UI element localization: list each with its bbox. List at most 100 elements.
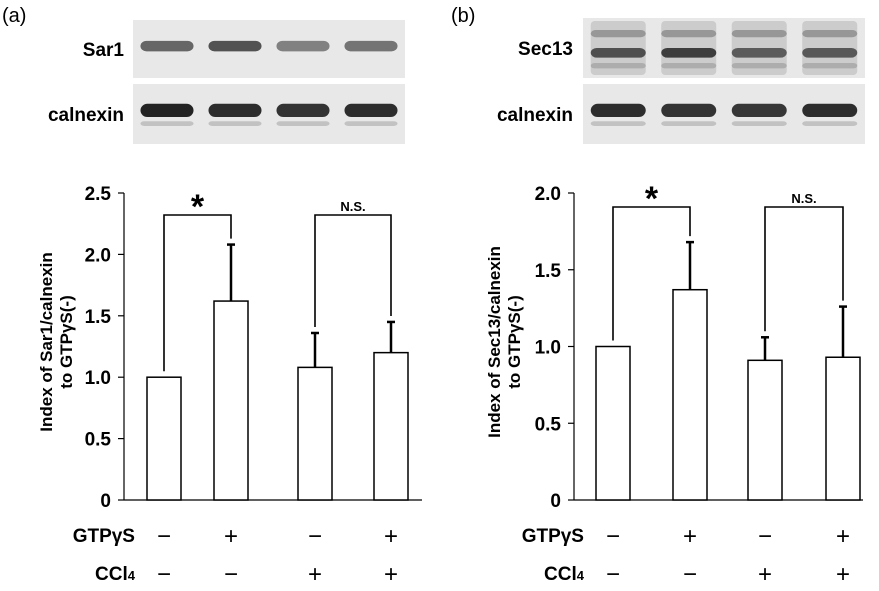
blot-band: [731, 30, 787, 38]
condition-label: CCl4: [544, 564, 585, 585]
y-tick-label: 1.5: [535, 261, 562, 282]
condition-symbol: +: [384, 523, 398, 550]
condition-symbol: +: [384, 561, 398, 588]
blot-band: [661, 30, 717, 38]
bar: [672, 288, 708, 501]
significance-bracket: [764, 206, 844, 332]
condition-label: GTPγS: [73, 526, 135, 547]
y-tick-label: 1.5: [85, 307, 112, 328]
blot-band: [802, 103, 858, 117]
blot-band: [661, 48, 717, 58]
blot-band: [276, 121, 330, 126]
blot-label: calnexin: [497, 105, 573, 126]
y-tick-label: 0.5: [85, 430, 112, 451]
condition-symbol: +: [836, 523, 850, 550]
significance-bracket: [314, 214, 392, 327]
blot-band: [140, 121, 194, 126]
panel-a: (a) Sar1 calnexin 0 0.5 1.0 1.5 2.0 2.5 Index of …: [2, 5, 422, 588]
significance-label: N.S.: [791, 191, 816, 206]
blot-band: [344, 121, 398, 126]
y-axis-label-line: Index of Sar1/calnexin: [37, 252, 56, 432]
bar: [297, 366, 333, 501]
blot-band: [590, 103, 646, 117]
y-axis-label-line: Index of Sec13/calnexin: [485, 246, 504, 438]
y-tick-label: 1.0: [535, 338, 561, 359]
condition-symbol: −: [606, 523, 620, 550]
blot-band: [802, 63, 858, 69]
condition-symbol: +: [758, 561, 772, 588]
blot-band: [140, 103, 194, 117]
condition-label-text: GTPγS: [522, 526, 584, 547]
condition-symbol: −: [606, 561, 620, 588]
blot-band: [590, 121, 646, 126]
condition-label: GTPγS: [522, 526, 584, 547]
condition-label-text: GTPγS: [73, 526, 135, 547]
blot-band: [802, 30, 858, 38]
blot-band: [344, 103, 398, 117]
y-tick-label: 2.0: [535, 184, 561, 205]
y-tick-label: 0: [550, 491, 561, 512]
condition-label-subscript: 4: [128, 568, 136, 583]
blot-band: [140, 40, 194, 52]
y-tick-label: 0: [100, 491, 111, 512]
blot-band: [661, 121, 717, 126]
condition-symbol: +: [224, 523, 238, 550]
condition-symbol: −: [224, 561, 238, 588]
blot-band: [276, 103, 330, 117]
blot-band: [802, 121, 858, 126]
bar: [595, 345, 631, 501]
condition-label-text: CCl: [544, 564, 577, 585]
blot-band: [661, 63, 717, 69]
blot-band: [731, 63, 787, 69]
condition-symbol: +: [683, 523, 697, 550]
y-axis-label-line: to GTPγS(-): [505, 295, 524, 389]
blot-band: [590, 63, 646, 69]
condition-symbol: −: [157, 523, 171, 550]
blot-band: [802, 48, 858, 58]
panel-letter: (b): [451, 5, 475, 27]
bar: [146, 376, 182, 501]
bar: [373, 351, 409, 501]
condition-symbol: −: [758, 523, 772, 550]
condition-symbol: +: [308, 561, 322, 588]
condition-label-text: CCl: [95, 564, 128, 585]
significance-bracket: [612, 206, 691, 341]
blot-band: [731, 121, 787, 126]
blot-band: [590, 30, 646, 38]
y-tick-label: 2.5: [85, 184, 112, 205]
significance-label: *: [645, 180, 659, 218]
panel-letter: (a): [2, 5, 26, 27]
blot-band: [344, 40, 398, 52]
y-axis-label: Index of Sar1/calnexin to GTPγS(-): [37, 252, 76, 432]
bar: [213, 300, 249, 501]
significance-label: N.S.: [340, 199, 365, 214]
y-axis-label: Index of Sec13/calnexin to GTPγS(-): [485, 246, 524, 438]
panel-b: (b) Sec13 calnexin 0 0.5 1.0 1.5 2.0 Index of Se…: [451, 5, 865, 588]
bar: [747, 359, 783, 501]
blot-band: [208, 121, 262, 126]
blot-band: [590, 48, 646, 58]
bar: [825, 356, 861, 501]
blot-band: [276, 40, 330, 52]
blot-label: Sec13: [518, 39, 573, 60]
condition-symbol: −: [308, 523, 322, 550]
significance-bracket: [163, 214, 232, 372]
blot-band: [661, 103, 717, 117]
blot-band: [731, 103, 787, 117]
blot-label: calnexin: [48, 105, 124, 126]
blot-band: [208, 103, 262, 117]
condition-symbol: −: [157, 561, 171, 588]
blot-band: [731, 48, 787, 58]
blot-label: Sar1: [83, 40, 125, 61]
blot-band: [208, 40, 262, 52]
significance-label: *: [191, 188, 205, 226]
condition-label-subscript: 4: [577, 568, 585, 583]
condition-symbol: +: [836, 561, 850, 588]
y-axis-label-line: to GTPγS(-): [57, 295, 76, 389]
condition-symbol: −: [683, 561, 697, 588]
y-tick-label: 2.0: [85, 245, 111, 266]
y-tick-label: 1.0: [85, 368, 111, 389]
y-tick-label: 0.5: [535, 414, 562, 435]
condition-label: CCl4: [95, 564, 136, 585]
